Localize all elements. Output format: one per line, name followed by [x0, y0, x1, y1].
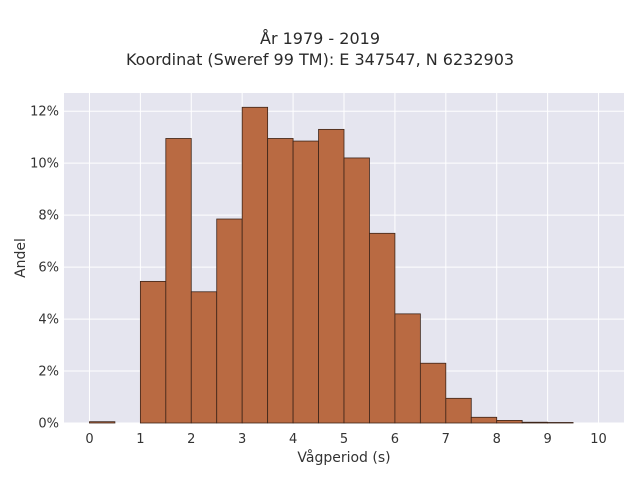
- x-tick-label: 1: [136, 432, 144, 447]
- x-tick-label: 10: [590, 432, 607, 447]
- histogram-bar: [547, 422, 574, 424]
- histogram-bar: [369, 232, 396, 424]
- histogram-bar: [241, 106, 269, 424]
- x-tick-label: 8: [493, 432, 501, 447]
- histogram-bar: [496, 420, 523, 424]
- y-tick-label: 0%: [38, 417, 59, 432]
- histogram-bar: [470, 416, 498, 424]
- x-tick-label: 6: [391, 432, 399, 447]
- histogram-bar: [216, 218, 243, 424]
- y-tick-labels: 0% 2% 4% 6% 8% 10% 12%: [30, 105, 59, 432]
- y-tick-label: 12%: [30, 105, 59, 120]
- histogram-bar: [292, 140, 319, 424]
- histogram-bar: [419, 362, 447, 424]
- x-tick-label: 2: [187, 432, 195, 447]
- y-axis-label: Andel: [13, 238, 29, 278]
- x-tick-label: 0: [85, 432, 93, 447]
- y-tick-label: 6%: [38, 261, 59, 276]
- y-tick-label: 10%: [30, 157, 59, 172]
- y-tick-label: 4%: [38, 313, 59, 328]
- histogram-bar: [318, 128, 345, 424]
- chart-title-line-2: Koordinat (Sweref 99 TM): E 347547, N 62…: [125, 50, 515, 69]
- histogram-bar: [445, 397, 472, 424]
- y-tick-label: 8%: [38, 209, 59, 224]
- histogram-bar: [89, 421, 116, 424]
- y-tick-label: 2%: [38, 365, 59, 380]
- x-tick-labels: 0 1 2 3 4 5 6 7 8 9 10: [85, 432, 607, 447]
- bars-group: [89, 106, 574, 424]
- x-tick-label: 9: [543, 432, 551, 447]
- chart-title-line-1: År 1979 - 2019: [260, 29, 380, 48]
- histogram-bar: [165, 138, 192, 424]
- histogram-bar: [394, 313, 421, 424]
- histogram-bar: [190, 291, 218, 424]
- x-tick-label: 3: [238, 432, 246, 447]
- x-tick-label: 7: [442, 432, 450, 447]
- x-tick-label: 5: [340, 432, 348, 447]
- histogram-bar: [343, 157, 370, 424]
- x-tick-label: 4: [289, 432, 297, 447]
- x-axis-label: Vågperiod (s): [297, 449, 390, 466]
- histogram-bar: [139, 280, 167, 424]
- histogram-bar: [267, 138, 294, 424]
- histogram-bar: [521, 421, 549, 424]
